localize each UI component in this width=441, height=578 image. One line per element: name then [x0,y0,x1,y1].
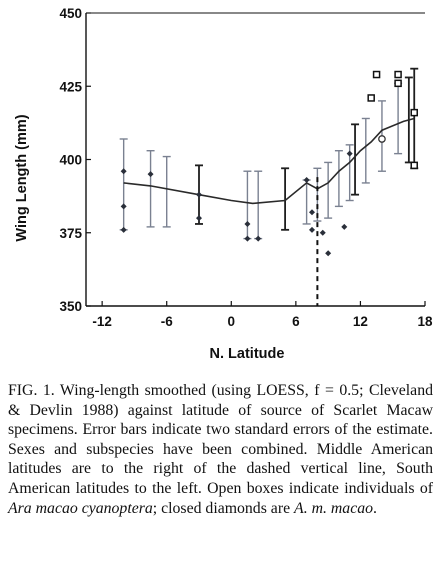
x-tick-label: -12 [92,314,112,329]
loess-curve [123,117,415,205]
x-axis-label: N. Latitude [210,346,285,362]
closed-diamond [255,235,262,242]
y-tick-label: 375 [59,226,82,241]
closed-diamond [196,191,202,198]
closed-diamond [196,215,202,222]
loess-line [123,117,415,205]
closed-diamond [346,150,353,157]
open-box [410,108,418,117]
error-bars [119,67,419,240]
caption-species-1: Ara macao cyanoptera [8,499,153,517]
error-bar [394,82,403,155]
closed-diamond [309,226,315,233]
open-box [372,70,381,79]
caption-mid: ; closed diamonds are [152,499,295,517]
error-bar [146,150,155,228]
x-tick-label: 18 [417,314,433,329]
y-tick-label: 450 [59,6,82,21]
error-bar [162,155,171,228]
closed-diamond [309,209,315,216]
closed-diamond [120,168,127,175]
closed-diamond [244,235,251,242]
wing-length-chart: 350 375 400 425 450 -12 -6 0 6 12 18 Wing Length … [14,6,433,362]
y-tick-label: 400 [59,153,82,168]
y-axis-ticks: 350 375 400 425 450 [59,6,91,314]
data-points [120,70,418,257]
y-axis-label: Wing Length (mm) [14,114,30,241]
caption-species-2: A. m. macao [294,499,374,517]
plot-frame [85,12,425,307]
open-box [410,161,418,170]
error-bar [313,167,322,222]
caption-end: . [373,499,377,517]
open-box [394,79,402,88]
x-axis-ticks: -12 -6 0 6 12 18 [92,301,433,329]
open-box [394,70,402,79]
error-bar [119,138,128,231]
error-bar [243,170,252,240]
error-bar [351,123,360,196]
closed-diamond [341,223,348,230]
x-tick-label: 12 [353,314,368,329]
error-bar [334,150,343,208]
x-tick-label: 6 [292,314,300,329]
error-bar [361,117,370,184]
x-tick-label: -6 [161,314,173,329]
closed-diamond [147,171,154,178]
open-circle [378,135,386,143]
y-tick-label: 350 [59,299,82,314]
error-bar [254,170,263,240]
error-bar [302,179,311,225]
closed-diamond [325,250,332,257]
closed-diamond [319,229,326,236]
figure-caption: FIG. 1. Wing-length smoothed (using LOES… [8,381,433,518]
closed-diamond [120,203,127,210]
closed-diamond [244,220,251,227]
x-tick-label: 0 [228,314,236,329]
y-tick-label: 425 [59,79,82,94]
error-bar [324,161,333,219]
closed-diamond [120,226,127,233]
error-bar [281,167,290,231]
caption-lead: FIG. 1. Wing-length smoothed (using LOES… [8,382,433,497]
open-box [367,94,375,102]
closed-diamond [303,177,310,184]
